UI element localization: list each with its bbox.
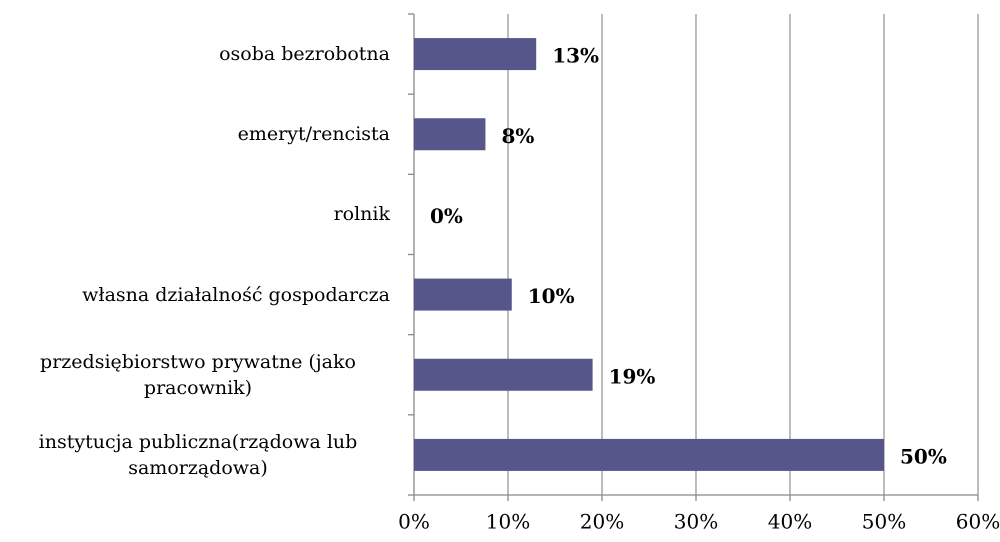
data-label: 10% — [528, 284, 575, 308]
data-label: 19% — [609, 364, 656, 388]
data-label: 0% — [430, 204, 463, 228]
x-tick-label: 0% — [398, 510, 430, 534]
x-tick-label: 10% — [486, 510, 530, 534]
y-tick-label: instytucja publiczna(rządowa lub samorzą… — [6, 429, 390, 481]
x-tick-label: 50% — [862, 510, 906, 534]
y-tick-text: instytucja publiczna(rządowa lub samorzą… — [38, 430, 358, 479]
bar — [414, 358, 593, 391]
y-tick-text: własna działalność gospodarcza — [82, 283, 390, 306]
y-tick-label: rolnik — [6, 201, 390, 227]
y-tick-label: przedsiębiorstwo prywatne (jako pracowni… — [6, 349, 390, 401]
x-tick-label: 20% — [580, 510, 624, 534]
y-tick-text: emeryt/rencista — [237, 123, 390, 146]
x-tick-label: 60% — [956, 510, 1000, 534]
y-tick-label: własna działalność gospodarcza — [6, 282, 390, 308]
y-tick-label: emeryt/rencista — [6, 121, 390, 147]
y-tick-text: przedsiębiorstwo prywatne (jako pracowni… — [40, 350, 356, 399]
bar — [414, 38, 537, 71]
data-label: 50% — [900, 444, 947, 468]
bar — [414, 118, 486, 151]
x-tick-label: 30% — [674, 510, 718, 534]
data-label: 8% — [501, 124, 534, 148]
y-tick-text: rolnik — [333, 203, 390, 226]
x-tick-label: 40% — [768, 510, 812, 534]
y-tick-text: osoba bezrobotna — [219, 43, 390, 66]
bar — [414, 278, 512, 311]
y-tick-label: osoba bezrobotna — [6, 41, 390, 67]
bar — [414, 438, 884, 471]
data-label: 13% — [552, 44, 599, 68]
